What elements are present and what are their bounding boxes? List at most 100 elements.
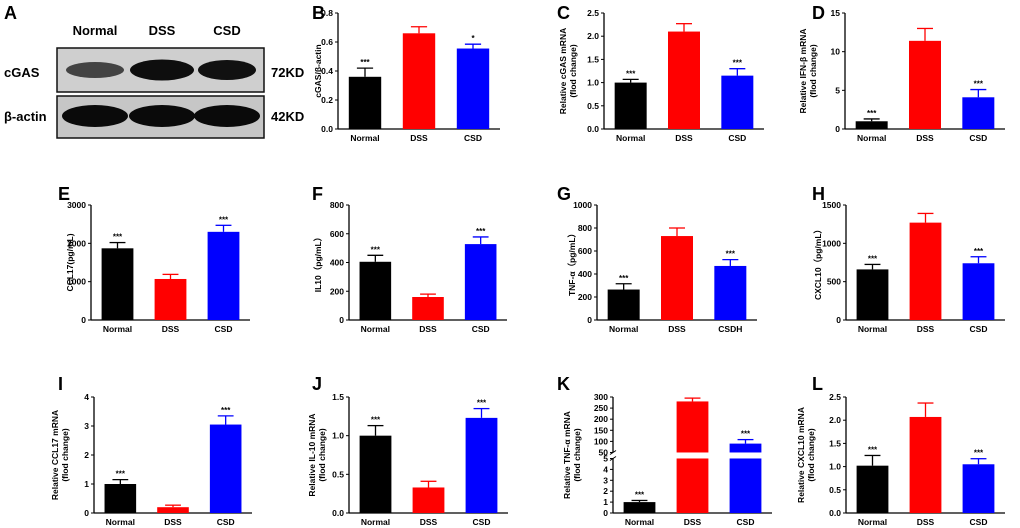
y-tick-label-k: 250 <box>594 403 608 413</box>
significance-csd-i: *** <box>221 406 231 415</box>
bar-normal-e <box>101 248 134 320</box>
x-tick-label-dss-h: DSS <box>917 324 935 334</box>
y-tick-label-g: 200 <box>578 292 592 302</box>
significance-csd-j: *** <box>477 399 487 408</box>
bar-normal-f <box>359 261 392 320</box>
y-tick-label-i: 3 <box>84 421 89 431</box>
bar-dss-f <box>412 297 444 320</box>
chart-panel-i: I 0 1 2 3 4 Relative CCL17 mRNA(flod change) **… <box>50 374 252 527</box>
y-axis-label-line: Relative CCL17 mRNA <box>50 410 60 500</box>
x-tick-label-normal-i: Normal <box>106 517 135 527</box>
bar-normal-i <box>104 484 137 513</box>
significance-csd-e: *** <box>219 215 229 224</box>
y-tick-label-i: 1 <box>84 479 89 489</box>
x-tick-label-csd-h: CSD <box>970 324 988 334</box>
y-tick-label-h: 1500 <box>822 200 841 210</box>
blot-strip-beta-actin <box>56 95 265 139</box>
x-tick-label-dss-d: DSS <box>916 133 934 143</box>
y-tick-label-b: 0.8 <box>321 8 333 18</box>
significance-csd-f: *** <box>476 227 486 236</box>
significance-normal-d: *** <box>867 109 877 118</box>
y-axis-label-g: TNF-α（pg/mL） <box>567 229 577 296</box>
y-tick-label-l: 0.5 <box>829 485 841 495</box>
y-axis-label-k: Relative TNF-α mRNA(flod change) <box>562 411 582 499</box>
x-tick-label-normal-l: Normal <box>858 517 887 527</box>
y-tick-label-b: 0.6 <box>321 37 333 47</box>
y-axis-label-b: cGAS/β-actin <box>313 44 323 97</box>
y-tick-label-g: 1000 <box>573 200 592 210</box>
panel-letter-h: H <box>812 184 825 204</box>
significance-csd-k: *** <box>741 430 751 439</box>
bar-csd-b <box>456 48 490 129</box>
y-tick-label-d: 5 <box>835 85 840 95</box>
y-tick-label-f: 0 <box>339 315 344 325</box>
y-axis-label-line: Relative CXCL10 mRNA <box>796 407 806 503</box>
y-tick-label-c: 0.5 <box>587 101 599 111</box>
bar-csd-l <box>962 464 995 513</box>
y-tick-label-g: 600 <box>578 246 592 256</box>
chart-panel-j: J 0.0 0.5 1.0 1.5 Relative IL-10 mRNA(flod ch… <box>307 374 508 527</box>
bar-dss-l <box>909 416 942 513</box>
y-axis-label-line: Relative IFN-β mRNA <box>798 28 808 113</box>
bar-dss-g <box>661 236 693 320</box>
y-tick-label-c: 0.0 <box>587 124 599 134</box>
significance-csdh-g: *** <box>726 250 736 259</box>
y-axis-label-line: CCL17(pg/mL) <box>65 233 75 291</box>
row-label-cgas: cGAS <box>4 65 40 80</box>
y-tick-label-j: 1.5 <box>332 392 344 402</box>
size-label-72kd: 72KD <box>271 65 304 80</box>
panel-letter-c: C <box>557 3 570 23</box>
y-tick-label-k: 200 <box>594 414 608 424</box>
y-axis-label-line: (flod change) <box>60 428 70 482</box>
significance-normal-c: *** <box>626 69 636 78</box>
row-label-beta-actin: β-actin <box>4 109 47 124</box>
significance-csd-l: *** <box>974 449 984 458</box>
panel-letter-d: D <box>812 3 825 23</box>
y-tick-label-k: 5 <box>603 453 608 463</box>
y-tick-label-e: 1000 <box>67 277 86 287</box>
panel-letter-i: I <box>58 374 63 394</box>
chart-panel-d: D 0 5 10 15 Relative IFN-β mRNA(flod change) *… <box>798 3 1005 143</box>
panel-a-western-blot: A Normal DSS CSD cGAS β-actin 72KD 42KD <box>4 3 304 139</box>
panel-letter-j: J <box>312 374 322 394</box>
bar-normal-b <box>348 76 382 129</box>
x-tick-label-csd-j: CSD <box>473 517 491 527</box>
bar-break-gap-k <box>675 452 710 459</box>
chart-panel-e: E 0 1000 2000 3000 CCL17(pg/mL) *** Normal DSS **… <box>58 184 250 334</box>
bar-csd-h <box>962 263 995 320</box>
bar-dss-c <box>668 31 700 130</box>
panel-letter-f: F <box>312 184 323 204</box>
x-tick-label-normal-b: Normal <box>350 133 379 143</box>
y-axis-label-d: Relative IFN-β mRNA(flod change) <box>798 28 818 113</box>
y-tick-label-i: 4 <box>84 392 89 402</box>
y-axis-label-c: Relative cGAS mRNA(flod change) <box>558 28 578 114</box>
y-axis-label-e: CCL17(pg/mL) <box>65 233 75 291</box>
y-tick-label-i: 0 <box>84 508 89 518</box>
y-axis-label-line: (flod change) <box>572 428 582 482</box>
y-tick-label-d: 15 <box>831 8 841 18</box>
y-axis-label-f: IL10（pg/mL） <box>313 233 323 293</box>
y-tick-label-h: 0 <box>836 315 841 325</box>
significance-normal-i: *** <box>116 470 126 479</box>
x-tick-label-normal-e: Normal <box>103 324 132 334</box>
bar-csd-d <box>962 97 995 129</box>
y-tick-label-f: 600 <box>330 229 344 239</box>
y-axis-label-line: IL10（pg/mL） <box>313 233 323 293</box>
x-tick-label-dss-e: DSS <box>162 324 180 334</box>
y-tick-label-j: 1.0 <box>332 431 344 441</box>
panel-letter-e: E <box>58 184 70 204</box>
chart-panel-c: C 0.0 0.5 1.0 1.5 2.0 2.5 Relative cGAS mRNA(fl… <box>557 3 764 143</box>
bar-dss-b <box>402 33 436 129</box>
significance-normal-j: *** <box>371 416 381 425</box>
x-tick-label-normal-d: Normal <box>857 133 886 143</box>
x-tick-label-csd-l: CSD <box>970 517 988 527</box>
panel-letter-b: B <box>312 3 325 23</box>
y-axis-label-line: (flod change) <box>568 44 578 98</box>
bar-dss-j <box>412 487 445 513</box>
chart-panel-h: H 0 500 1000 1500 CXCL10（pg/mL） *** Normal DSS **… <box>812 184 1005 334</box>
significance-normal-b: *** <box>360 58 370 67</box>
panel-letter-g: G <box>557 184 571 204</box>
y-tick-label-e: 2000 <box>67 238 86 248</box>
x-tick-label-normal-c: Normal <box>616 133 645 143</box>
